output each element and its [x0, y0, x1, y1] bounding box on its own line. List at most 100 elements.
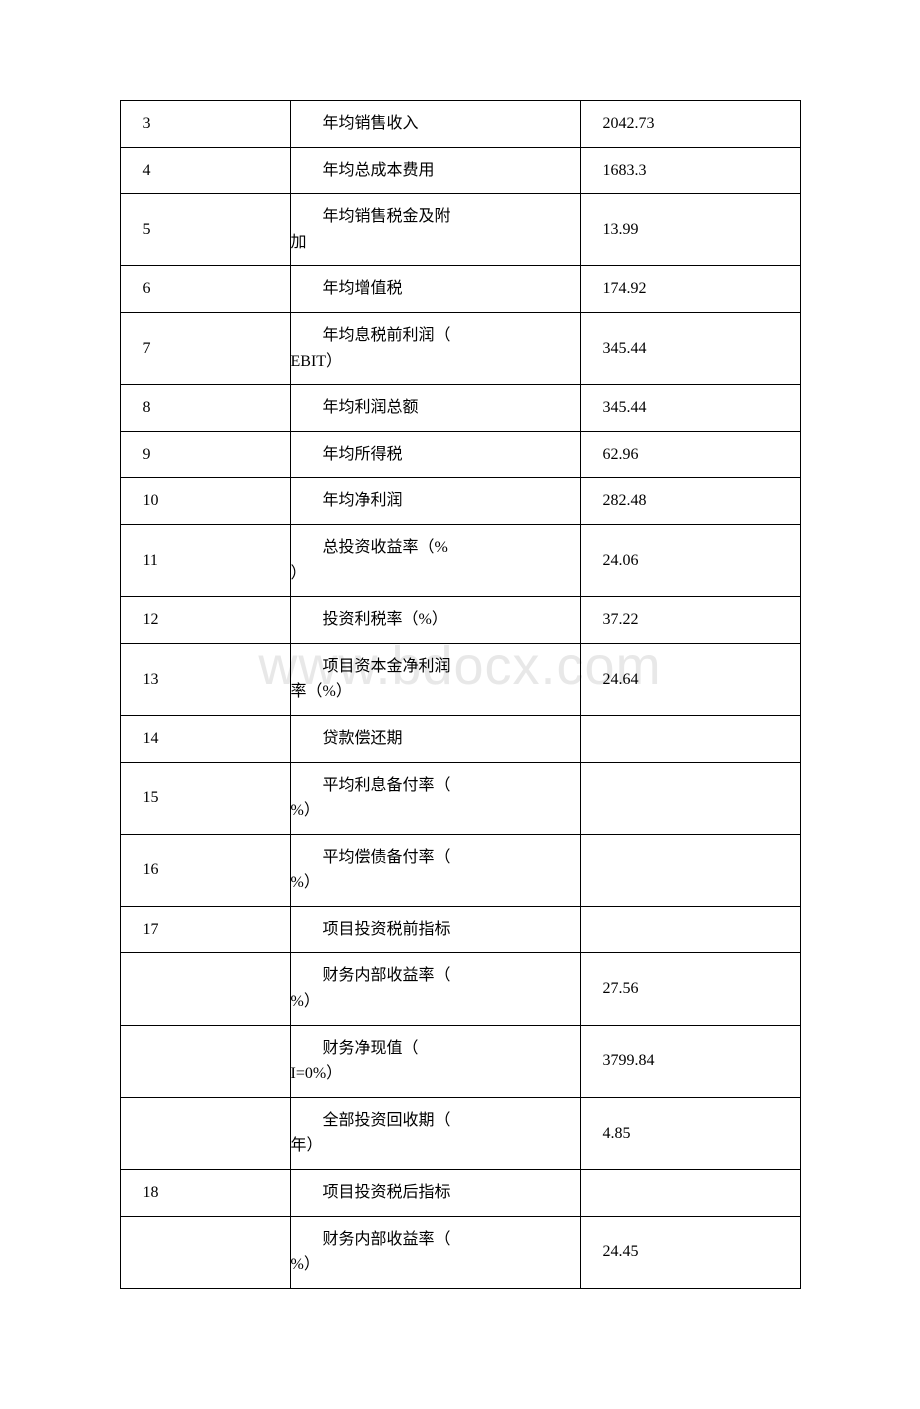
row-label-line1: 财务净现值（: [291, 1036, 566, 1062]
table-row: 6年均增值税 174.92: [120, 266, 800, 313]
table-row: 4年均总成本费用 1683.3: [120, 147, 800, 194]
row-label-line1: 年均所得税: [291, 442, 566, 468]
row-label-line1: 年均销售收入: [291, 111, 566, 137]
row-value-cell: [580, 762, 800, 834]
table-row: 财务内部收益率（%）24.45: [120, 1216, 800, 1288]
row-label-line2: ）: [291, 561, 566, 587]
row-number-cell: [120, 1216, 290, 1288]
row-label-line2: %）: [291, 989, 566, 1015]
row-label-cell: 年均增值税: [290, 266, 580, 313]
row-label-cell: 年均息税前利润（EBIT）: [290, 312, 580, 384]
table-row: 5年均销售税金及附加13.99: [120, 194, 800, 266]
row-label-line1: 年均销售税金及附: [291, 204, 566, 230]
table-row: 7年均息税前利润（EBIT）345.44: [120, 312, 800, 384]
row-value-cell: 345.44: [580, 385, 800, 432]
row-number-cell: 15: [120, 762, 290, 834]
table-row: 13项目资本金净利润率（%）24.64: [120, 643, 800, 715]
row-number-cell: [120, 1097, 290, 1169]
row-number-cell: 7: [120, 312, 290, 384]
row-number-cell: 6: [120, 266, 290, 313]
row-value-cell: 4.85: [580, 1097, 800, 1169]
row-value-cell: [580, 1170, 800, 1217]
row-label-cell: 项目投资税前指标: [290, 906, 580, 953]
row-value-cell: 174.92: [580, 266, 800, 313]
row-number-cell: 10: [120, 478, 290, 525]
table-row: 8年均利润总额 345.44: [120, 385, 800, 432]
row-label-cell: 财务内部收益率（%）: [290, 953, 580, 1025]
row-label-cell: 贷款偿还期: [290, 715, 580, 762]
table-row: 16平均偿债备付率（%）: [120, 834, 800, 906]
table-row: 11总投资收益率（%）24.06: [120, 524, 800, 596]
table-row: 财务净现值（I=0%）3799.84: [120, 1025, 800, 1097]
row-value-cell: 27.56: [580, 953, 800, 1025]
row-label-line1: 年均利润总额: [291, 395, 566, 421]
row-value-cell: 3799.84: [580, 1025, 800, 1097]
row-label-line2: 率（%）: [291, 679, 566, 705]
row-label-line1: 总投资收益率（%: [291, 535, 566, 561]
row-label-line1: 年均增值税: [291, 276, 566, 302]
table-row: 10年均净利润 282.48: [120, 478, 800, 525]
row-number-cell: [120, 1025, 290, 1097]
row-number-cell: 4: [120, 147, 290, 194]
row-value-cell: [580, 715, 800, 762]
row-label-line1: 年均息税前利润（: [291, 323, 566, 349]
row-label-line2: %）: [291, 798, 566, 824]
row-label-cell: 年均销售税金及附加: [290, 194, 580, 266]
page-container: www.bdocx.com 3年均销售收入2042.734年均总成本费用1683…: [0, 100, 920, 1289]
row-label-line1: 项目投资税后指标: [291, 1180, 566, 1206]
row-label-line1: 平均偿债备付率（: [291, 845, 566, 871]
row-number-cell: 13: [120, 643, 290, 715]
row-number-cell: 11: [120, 524, 290, 596]
table-row: 17项目投资税前指标: [120, 906, 800, 953]
row-label-line2: %）: [291, 870, 566, 896]
row-label-line2: I=0%）: [291, 1061, 566, 1087]
row-label-line2: EBIT）: [291, 349, 566, 375]
table-row: 9年均所得税 62.96: [120, 431, 800, 478]
row-label-line1: 项目资本金净利润: [291, 654, 566, 680]
row-value-cell: 1683.3: [580, 147, 800, 194]
table-row: 全部投资回收期（年）4.85: [120, 1097, 800, 1169]
row-label-cell: 投资利税率（%）: [290, 597, 580, 644]
row-number-cell: 17: [120, 906, 290, 953]
row-label-cell: 平均偿债备付率（%）: [290, 834, 580, 906]
row-label-line1: 年均净利润: [291, 488, 566, 514]
row-label-line1: 财务内部收益率（: [291, 1227, 566, 1253]
row-value-cell: 2042.73: [580, 101, 800, 148]
row-value-cell: [580, 834, 800, 906]
row-label-cell: 年均总成本费用: [290, 147, 580, 194]
row-label-line1: 平均利息备付率（: [291, 773, 566, 799]
table-row: 3年均销售收入2042.73: [120, 101, 800, 148]
row-label-line1: 项目投资税前指标: [291, 917, 566, 943]
row-value-cell: 37.22: [580, 597, 800, 644]
financial-indicators-table: 3年均销售收入2042.734年均总成本费用1683.35年均销售税金及附加13…: [120, 100, 801, 1289]
row-label-cell: 年均销售收入: [290, 101, 580, 148]
row-label-cell: 项目资本金净利润率（%）: [290, 643, 580, 715]
row-value-cell: 24.06: [580, 524, 800, 596]
row-label-cell: 年均所得税: [290, 431, 580, 478]
row-value-cell: 282.48: [580, 478, 800, 525]
row-number-cell: 5: [120, 194, 290, 266]
row-label-line1: 年均总成本费用: [291, 158, 566, 184]
row-value-cell: 62.96: [580, 431, 800, 478]
row-label-cell: 全部投资回收期（年）: [290, 1097, 580, 1169]
row-label-cell: 财务内部收益率（%）: [290, 1216, 580, 1288]
table-row: 14贷款偿还期: [120, 715, 800, 762]
row-number-cell: 12: [120, 597, 290, 644]
row-number-cell: 8: [120, 385, 290, 432]
row-label-cell: 年均净利润: [290, 478, 580, 525]
row-label-cell: 总投资收益率（%）: [290, 524, 580, 596]
row-number-cell: 14: [120, 715, 290, 762]
table-row: 12投资利税率（%）37.22: [120, 597, 800, 644]
row-label-cell: 财务净现值（I=0%）: [290, 1025, 580, 1097]
row-label-line1: 全部投资回收期（: [291, 1108, 566, 1134]
row-label-line2: 年）: [291, 1133, 566, 1159]
table-row: 15平均利息备付率（%）: [120, 762, 800, 834]
row-number-cell: 16: [120, 834, 290, 906]
row-number-cell: 9: [120, 431, 290, 478]
row-number-cell: [120, 953, 290, 1025]
row-label-line2: 加: [291, 230, 566, 256]
row-label-cell: 项目投资税后指标: [290, 1170, 580, 1217]
row-label-cell: 年均利润总额: [290, 385, 580, 432]
row-value-cell: 24.45: [580, 1216, 800, 1288]
row-label-line1: 财务内部收益率（: [291, 963, 566, 989]
